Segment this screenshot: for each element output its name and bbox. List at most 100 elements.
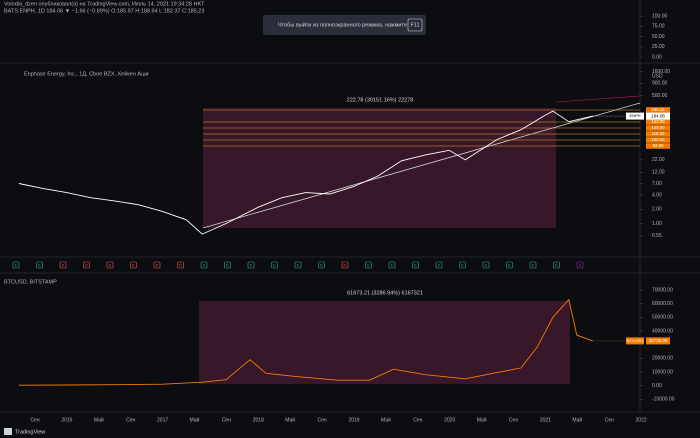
event-letter: D — [85, 262, 88, 267]
event-letter: D — [179, 262, 182, 267]
event-letter: E — [485, 262, 488, 267]
x-tick-label: Сен — [605, 417, 614, 423]
y-tick-label: 0.00 — [652, 54, 662, 60]
y-tick-label: 10000.00 — [652, 369, 673, 375]
x-tick-label: Сен — [126, 417, 135, 423]
event-letter: E — [391, 262, 394, 267]
y-tick-label: 50000.00 — [652, 315, 673, 321]
y-tick-label: 50.00 — [652, 34, 665, 40]
event-icon — [529, 261, 537, 269]
event-letter: E — [109, 262, 112, 267]
event-letter: E — [367, 262, 370, 267]
price-badge-label: 32736.00 — [649, 338, 668, 343]
y-tick-label: -10000.00 — [652, 397, 675, 403]
symbol-line: BATS:ENPH, 1D 184.06 ▼ −1.66 (−0.89%) O:… — [4, 8, 204, 14]
event-icon — [153, 261, 161, 269]
event-icon — [388, 261, 396, 269]
y-tick-label: 4.00 — [652, 192, 662, 198]
y-tick-label: 70000.00 — [652, 287, 673, 293]
event-letter: E — [226, 262, 229, 267]
event-icon — [294, 261, 302, 269]
event-icon — [247, 261, 255, 269]
x-tick-label: 2021 — [540, 417, 551, 423]
y-tick-label: 1600.00 — [652, 69, 670, 75]
y-tick-label: 900.00 — [652, 81, 668, 87]
event-letter: E — [320, 262, 323, 267]
y-tick-label: 40000.00 — [652, 328, 673, 334]
event-letter: E — [297, 262, 300, 267]
event-letter: D — [344, 262, 347, 267]
event-icon — [83, 261, 90, 269]
y-tick-label: 2.00 — [652, 207, 662, 213]
level-label: 185.15 — [651, 107, 665, 112]
x-tick-label: 2017 — [157, 417, 168, 423]
y-tick-label: 100.00 — [652, 14, 668, 20]
y-tick-label: 25.00 — [652, 44, 665, 50]
trend-line-upper — [555, 95, 641, 103]
pane-borders — [0, 0, 700, 413]
event-icon — [36, 261, 43, 269]
x-tick-label: Май — [572, 416, 582, 423]
level-label: 92.00 — [653, 143, 664, 148]
event-icon — [576, 261, 584, 269]
event-letter: E — [38, 262, 41, 267]
y-tick-label: 22.00 — [652, 157, 665, 163]
event-letter: E — [438, 262, 441, 267]
y-tick-label: 7.00 — [652, 181, 662, 187]
level-badge — [646, 125, 670, 131]
x-tick-label: Май — [94, 416, 104, 423]
toast-text: Чтобы выйти из полноэкранного режима, на… — [278, 21, 407, 28]
event-letter: E — [414, 262, 417, 267]
symbol-badge — [626, 112, 644, 120]
event-letter: E — [555, 262, 558, 267]
event-letter: E — [579, 262, 582, 267]
x-tick-label: Май — [477, 416, 487, 423]
brand-logo — [4, 428, 12, 435]
event-letter: E — [532, 262, 535, 267]
y-tick-label: 0.00 — [652, 383, 662, 389]
event-icon — [318, 261, 325, 269]
level-label: 145.00 — [651, 125, 665, 130]
event-icon — [435, 261, 443, 269]
event-icon — [553, 261, 560, 269]
measure-label: 222.78 (30151.16%) 22278 — [347, 97, 414, 103]
toast — [263, 15, 426, 35]
publisher-line: Volodia_dzen опубликовал(а) на TradingVi… — [4, 1, 205, 7]
symbol-badge — [626, 337, 644, 345]
key-box — [407, 18, 423, 32]
x-tick-label: Май — [285, 416, 295, 423]
event-letter: E — [203, 262, 206, 267]
event-icon — [482, 261, 490, 269]
toast-key: F11 — [410, 22, 419, 28]
symbol-badge-label: ENPH — [629, 113, 640, 118]
event-icon — [177, 261, 184, 269]
event-letter: E — [156, 262, 159, 267]
level-label: 109.00 — [651, 137, 665, 142]
level-badge — [646, 119, 670, 125]
y-tick-label: 1.00 — [652, 221, 662, 227]
level-badge — [646, 137, 670, 143]
x-tick-label: Сен — [318, 417, 327, 423]
y-tick-label: 0.55 — [652, 233, 662, 239]
y-tick-label: 500.00 — [652, 93, 668, 99]
symbol-badge-label: BTCUSD — [627, 338, 644, 343]
event-icon — [59, 261, 67, 269]
event-letter: E — [132, 262, 135, 267]
unit-label: USD — [652, 73, 663, 79]
price-badge — [646, 112, 670, 120]
event-letter: E — [250, 262, 253, 267]
event-icon — [130, 261, 137, 269]
event-icon — [459, 261, 466, 269]
x-tick-label: 2016 — [61, 417, 72, 423]
event-letter: E — [62, 262, 65, 267]
level-badge — [646, 143, 670, 149]
x-tick-label: Сен — [222, 417, 231, 423]
level-badge — [646, 131, 670, 137]
price-badge — [646, 337, 670, 345]
y-tick-label: 12.00 — [652, 170, 665, 176]
brand: TradingView — [15, 429, 45, 435]
x-tick-label: 2020 — [444, 417, 455, 423]
price-badge-label: 184.06 — [651, 113, 665, 118]
